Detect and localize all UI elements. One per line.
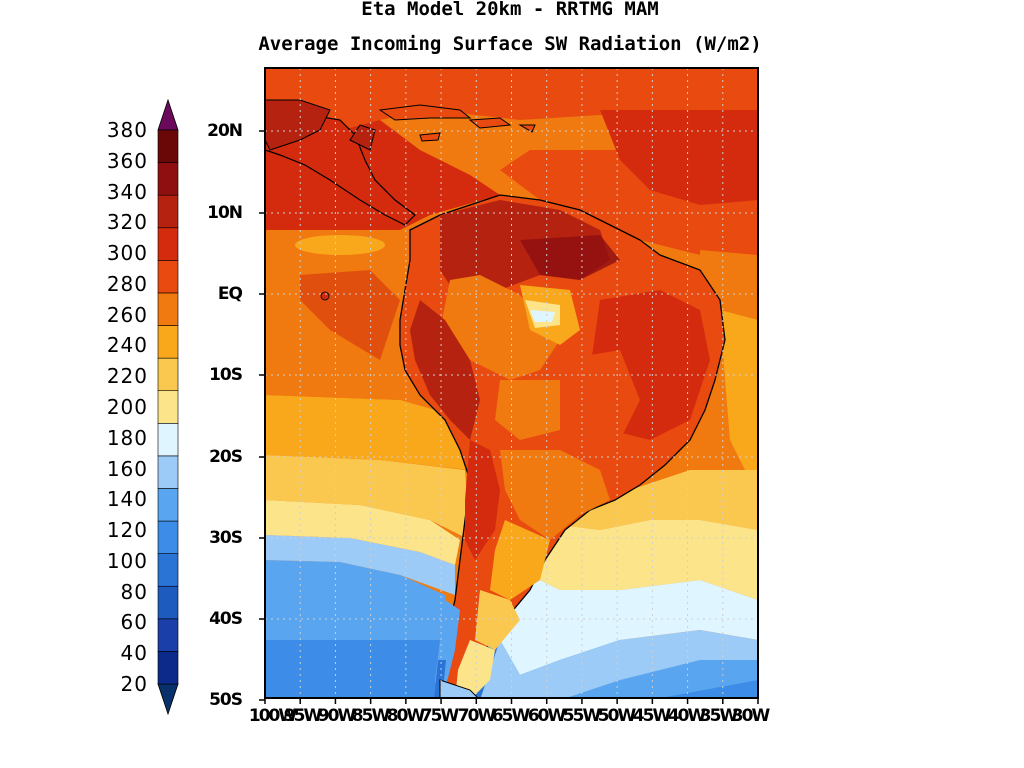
lon-label: 100W [248,706,297,726]
colorbar-tick-label: 260 [106,302,148,327]
lon-label: 65W [491,706,530,726]
colorbar-tick-label: 240 [106,333,148,358]
lat-label: 20N [207,121,243,141]
map-title: Eta Model 20km - RRTMG MAM [361,0,659,20]
colorbar-segment [157,129,179,163]
colorbar-tick-label: 300 [106,241,148,266]
lon-label: 95W [283,706,322,726]
lat-label: 30S [209,528,243,548]
colorbar-tick-label: 220 [106,364,148,389]
map-subtitle: Average Incoming Surface SW Radiation (W… [258,33,762,55]
lat-label: 10N [207,203,243,223]
lon-label: 40W [667,706,706,726]
colorbar-tick-label: 160 [106,456,148,481]
map-gridlines [264,68,759,698]
colorbar-tick-label: 360 [106,148,148,173]
colorbar-tick-label: 40 [120,641,148,666]
colorbar-tick-label: 20 [120,672,148,696]
lon-label: 70W [457,706,496,726]
lon-label: 85W [351,706,390,726]
colorbar-tick-label: 100 [106,548,148,573]
colorbar-tick-label: 120 [106,518,148,543]
lat-label: 20S [209,447,243,467]
colorbar-tick-label: 80 [120,579,148,604]
lon-label: 35W [699,706,738,726]
lon-label: 80W [386,706,425,726]
lon-label: 45W [632,706,671,726]
colorbar-tick-label: 320 [106,210,148,235]
lat-label: EQ [217,284,243,304]
colorbar-tick-label: 200 [106,395,148,419]
colorbar-segments [157,98,179,716]
lon-label: 75W [420,706,459,726]
lon-label: 90W [317,706,356,726]
lon-label: 60W [527,706,566,726]
lon-label: 55W [562,706,601,726]
lat-label: 10S [209,365,243,385]
colorbar-tick-label: 60 [120,610,148,635]
radiation-field [265,68,758,698]
lon-label: 50W [597,706,636,726]
lat-label: 50S [209,690,243,710]
axis-ticks [259,130,759,704]
colorbar-tick-label: 140 [106,487,148,512]
lat-label: 40S [209,609,243,629]
colorbar-tick-label: 280 [106,271,148,296]
lon-label: 30W [731,706,770,726]
colorbar-tick-label: 340 [106,179,148,204]
colorbar-tick-label: 380 [106,118,148,142]
colorbar-tick-label: 180 [106,425,148,450]
